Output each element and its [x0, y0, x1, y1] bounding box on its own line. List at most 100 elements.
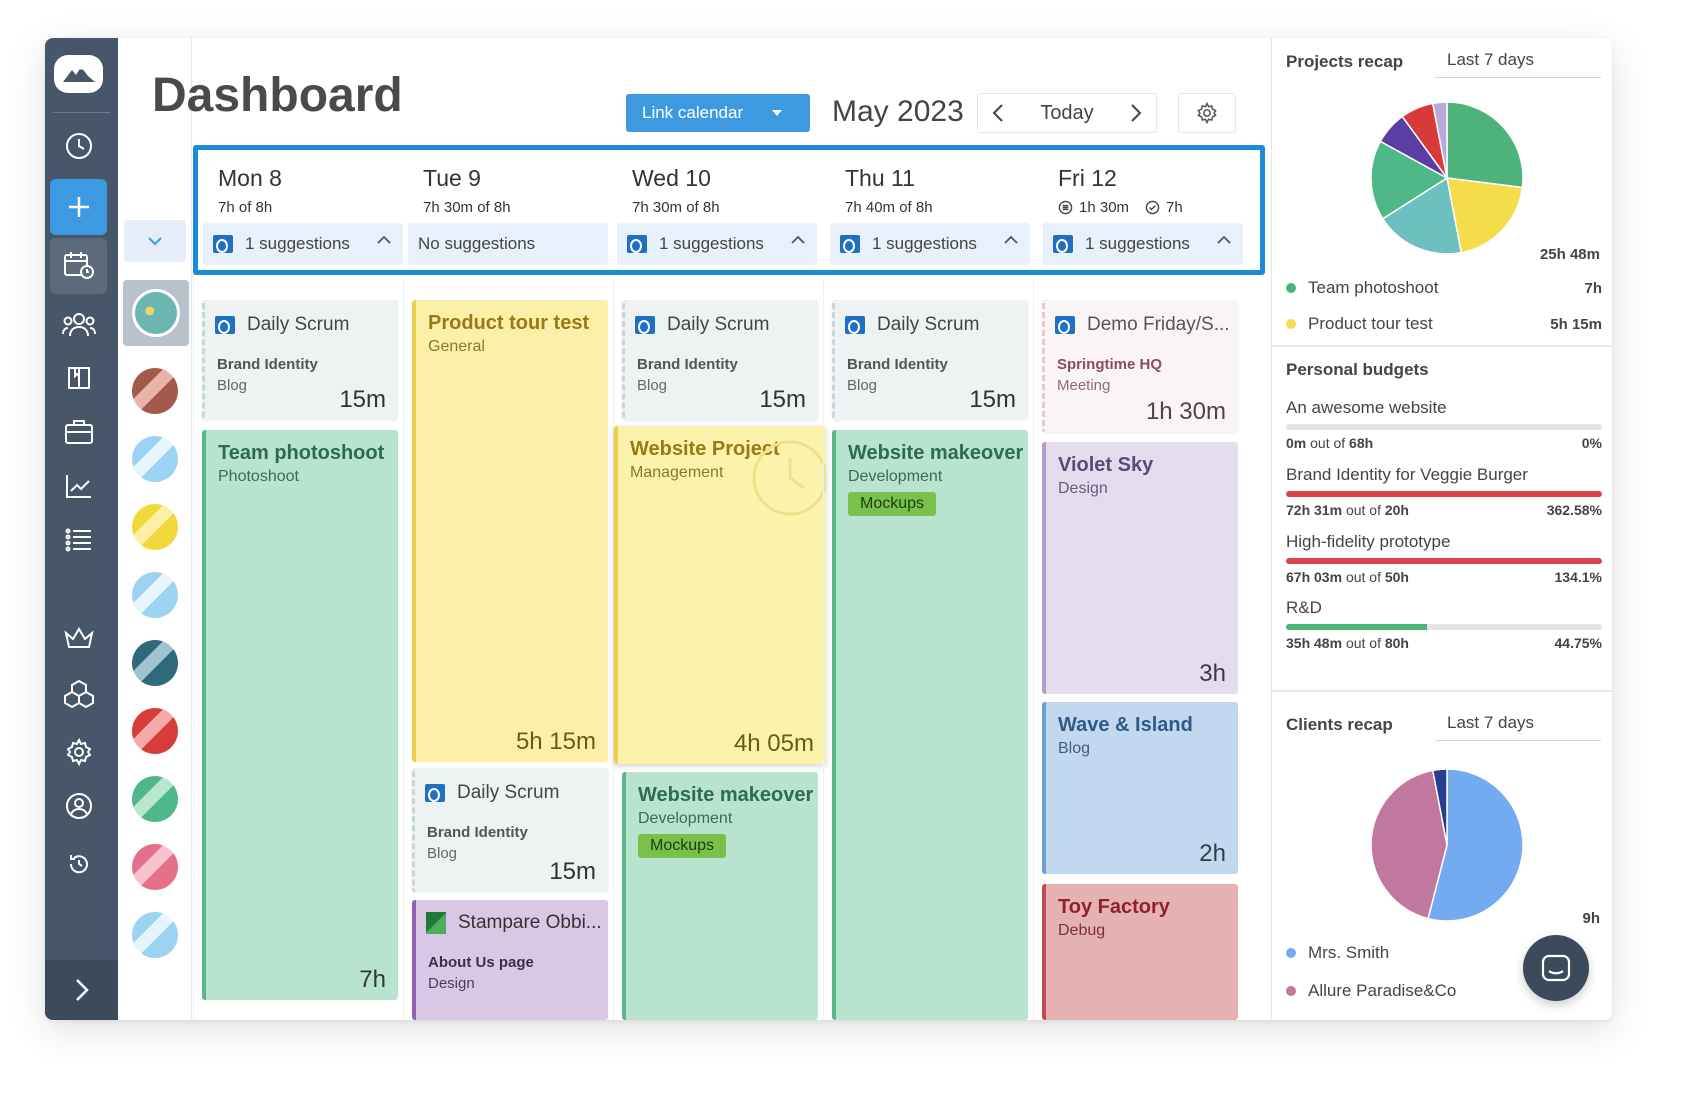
- event-task: Development: [638, 810, 733, 827]
- add-button[interactable]: [50, 179, 107, 235]
- user-avatar[interactable]: [132, 572, 178, 618]
- projects-pie-chart: [1370, 101, 1524, 255]
- chat-button[interactable]: [1523, 935, 1589, 1001]
- legend-dot: [1286, 986, 1296, 996]
- user-avatar[interactable]: [132, 368, 178, 414]
- user-avatar[interactable]: [132, 504, 178, 550]
- settings-icon[interactable]: [50, 724, 107, 780]
- suggestions-toggle[interactable]: 1 suggestions: [617, 223, 817, 265]
- day-hours: 1h 30m 7h: [1058, 199, 1183, 216]
- day-hours: 7h 30m of 8h: [423, 199, 511, 216]
- event-duration: 2h: [1199, 840, 1226, 867]
- list-icon[interactable]: [50, 512, 107, 568]
- event-card[interactable]: Wave & Island Blog 2h: [1042, 702, 1238, 874]
- current-user-avatar[interactable]: [123, 280, 189, 346]
- budget-item: R&D 35h 48m out of 80h 44.75%: [1286, 598, 1602, 651]
- crown-icon[interactable]: [50, 610, 107, 666]
- budget-of: out of: [1345, 569, 1381, 585]
- day-number: 12: [1091, 165, 1117, 191]
- event-card[interactable]: Daily Scrum Brand Identity Blog 15m: [202, 300, 398, 420]
- budget-of: out of: [1345, 502, 1381, 518]
- event-card[interactable]: Daily Scrum Brand Identity Blog 15m: [622, 300, 818, 420]
- budget-total: 80h: [1384, 635, 1409, 651]
- event-card[interactable]: Website Project Management 4h 05m: [614, 426, 826, 764]
- event-task: Debug: [1058, 922, 1106, 939]
- suggestions-label: 1 suggestions: [245, 234, 350, 253]
- event-card[interactable]: Toy Factory Debug: [1042, 884, 1238, 1020]
- event-title: Website makeover: [848, 442, 1024, 464]
- event-card[interactable]: Daily Scrum Brand Identity Blog 15m: [412, 768, 608, 892]
- calendar-grid: Daily Scrum Brand Identity Blog 15m Team…: [193, 280, 1265, 1020]
- event-title: Product tour test: [428, 312, 590, 334]
- collapse-toggle[interactable]: [124, 220, 186, 262]
- budget-fill: [1286, 624, 1428, 630]
- history-icon[interactable]: [50, 836, 107, 892]
- book-icon[interactable]: [50, 350, 107, 406]
- budget-name: R&D: [1286, 598, 1322, 617]
- link-calendar-button[interactable]: Link calendar: [626, 94, 810, 132]
- outlook-icon: [425, 784, 445, 802]
- day-header-fri: Fri 12 1h 30m 7h 1 suggestions: [1038, 150, 1250, 270]
- user-avatar[interactable]: [132, 776, 178, 822]
- prev-week-button[interactable]: [978, 94, 1018, 132]
- suggestions-toggle[interactable]: 1 suggestions: [203, 223, 403, 265]
- outlook-icon: [840, 235, 860, 253]
- calendar-clock-icon[interactable]: [50, 238, 107, 294]
- today-button[interactable]: Today: [1040, 101, 1094, 124]
- event-card[interactable]: Website makeover Development Mockups: [832, 430, 1028, 1020]
- user-avatar[interactable]: [132, 436, 178, 482]
- budget-item: An awesome website 0m out of 68h 0%: [1286, 398, 1602, 451]
- event-duration: 15m: [759, 386, 806, 413]
- chart-icon[interactable]: [50, 458, 107, 514]
- profile-icon[interactable]: [50, 778, 107, 834]
- event-tag[interactable]: Mockups: [848, 492, 937, 516]
- boxes-icon[interactable]: [50, 666, 107, 722]
- suggestions-toggle[interactable]: 1 suggestions: [830, 223, 1030, 265]
- day-hours: 7h 40m of 8h: [845, 199, 933, 216]
- event-card[interactable]: Website makeover Development Mockups: [622, 772, 818, 1020]
- event-title: Violet Sky: [1058, 454, 1154, 476]
- event-card[interactable]: Violet Sky Design 3h: [1042, 442, 1238, 694]
- sheet-icon: [426, 912, 446, 934]
- planned-hours: 7h: [1166, 199, 1183, 216]
- next-week-button[interactable]: [1116, 94, 1156, 132]
- legend-item: Allure Paradise&Co: [1286, 981, 1602, 1001]
- pie-slice: [1446, 101, 1524, 189]
- date-navigation: Today: [977, 93, 1157, 133]
- suggestions-toggle[interactable]: 1 suggestions: [1043, 223, 1243, 265]
- user-column: [118, 38, 192, 1020]
- expand-nav-button[interactable]: [45, 960, 118, 1020]
- budget-item: Brand Identity for Veggie Burger 72h 31m…: [1286, 465, 1602, 518]
- right-panel: Projects recap Last 7 days 25h 48m Team …: [1271, 38, 1612, 1020]
- event-card[interactable]: Product tour test General 5h 15m: [412, 300, 608, 762]
- clients-range-select[interactable]: Last 7 days: [1435, 705, 1601, 741]
- chevron-up-icon: [1217, 235, 1231, 244]
- app-logo[interactable]: [54, 55, 103, 93]
- event-card[interactable]: Daily Scrum Brand Identity Blog 15m: [832, 300, 1028, 420]
- user-avatar[interactable]: [132, 912, 178, 958]
- clock-icon[interactable]: [50, 118, 107, 174]
- projects-range-select[interactable]: Last 7 days: [1435, 42, 1601, 78]
- event-title: Stampare Obbi...: [458, 912, 602, 933]
- left-nav: [45, 38, 118, 1020]
- calendar-settings-button[interactable]: [1178, 93, 1236, 133]
- budget-bar: [1286, 558, 1602, 564]
- day-hours: 7h of 8h: [218, 199, 273, 216]
- event-card[interactable]: Stampare Obbi... About Us page Design: [412, 900, 608, 1020]
- event-tag[interactable]: Mockups: [638, 834, 727, 858]
- budget-fill: [1286, 558, 1602, 564]
- user-avatar[interactable]: [132, 640, 178, 686]
- event-duration: 7h: [359, 966, 386, 993]
- briefcase-icon[interactable]: [50, 404, 107, 460]
- day-name: Thu: [845, 165, 885, 191]
- user-avatar[interactable]: [132, 708, 178, 754]
- budget-total: 68h: [1349, 435, 1374, 451]
- event-card[interactable]: Team photoshoot Photoshoot 7h: [202, 430, 398, 1000]
- team-icon[interactable]: [50, 296, 107, 352]
- caret-down-icon[interactable]: [772, 110, 782, 116]
- user-avatar[interactable]: [132, 844, 178, 890]
- legend-dot: [1286, 948, 1296, 958]
- event-card[interactable]: Demo Friday/S... Springtime HQ Meeting 1…: [1042, 300, 1238, 432]
- suggestions-label: 1 suggestions: [1085, 234, 1190, 253]
- event-task: Development: [848, 468, 943, 485]
